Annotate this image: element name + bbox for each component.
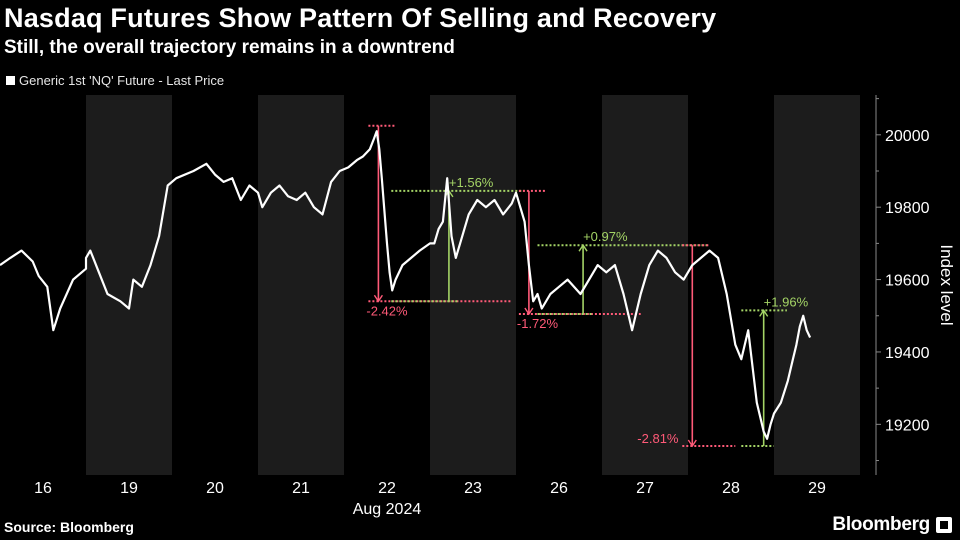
- x-axis-label: Aug 2024: [353, 501, 422, 518]
- y-tick-label: 19600: [885, 273, 930, 290]
- x-tick-label-22: 22: [378, 480, 396, 497]
- chart-title: Nasdaq Futures Show Pattern Of Selling a…: [4, 3, 717, 33]
- shaded-band-19: [86, 95, 172, 475]
- x-tick-label-23: 23: [464, 480, 482, 497]
- annotation-arrow: [524, 307, 534, 316]
- x-tick-label-29: 29: [808, 480, 826, 497]
- x-tick-label-21: 21: [292, 480, 310, 497]
- bloomberg-logo: Bloomberg: [832, 514, 930, 535]
- x-tick-label-16: 16: [34, 480, 52, 497]
- y-axis-label: Index level: [937, 244, 956, 325]
- x-tick-label-26: 26: [550, 480, 568, 497]
- x-tick-label-19: 19: [120, 480, 138, 497]
- legend-label: Generic 1st 'NQ' Future - Last Price: [19, 73, 225, 88]
- legend: Generic 1st 'NQ' Future - Last Price: [6, 73, 224, 88]
- annotation-arrow: [578, 243, 588, 252]
- x-tick-label-27: 27: [636, 480, 654, 497]
- legend-swatch: [6, 76, 15, 85]
- y-tick-label: 20000: [885, 128, 930, 145]
- y-tick-label: 19400: [885, 345, 930, 362]
- shaded-band-27: [602, 95, 688, 475]
- annotation-arrow: [759, 309, 769, 317]
- annotation-label: +1.56%: [449, 175, 494, 190]
- annotation-label: +0.97%: [583, 229, 628, 244]
- x-tick-label-20: 20: [206, 480, 224, 497]
- y-tick-label: 19800: [885, 200, 930, 217]
- annotation-arrow: [687, 439, 697, 448]
- source-note: Source: Bloomberg: [4, 519, 134, 535]
- price-line: [0, 130, 812, 440]
- y-tick-label: 19200: [885, 417, 930, 434]
- annotation-label: -2.42%: [366, 303, 408, 318]
- annotation-label: -1.72%: [517, 316, 559, 331]
- annotation-label: +1.96%: [764, 294, 809, 309]
- annotation-arrow: [373, 294, 383, 303]
- annotation-label: -2.81%: [637, 431, 679, 446]
- bloomberg-icon: [936, 517, 952, 533]
- shaded-band-23: [430, 95, 516, 475]
- shaded-band-21: [258, 95, 344, 475]
- x-tick-label-28: 28: [722, 480, 740, 497]
- chart-subtitle: Still, the overall trajectory remains in…: [4, 37, 455, 58]
- shaded-band-29: [774, 95, 860, 475]
